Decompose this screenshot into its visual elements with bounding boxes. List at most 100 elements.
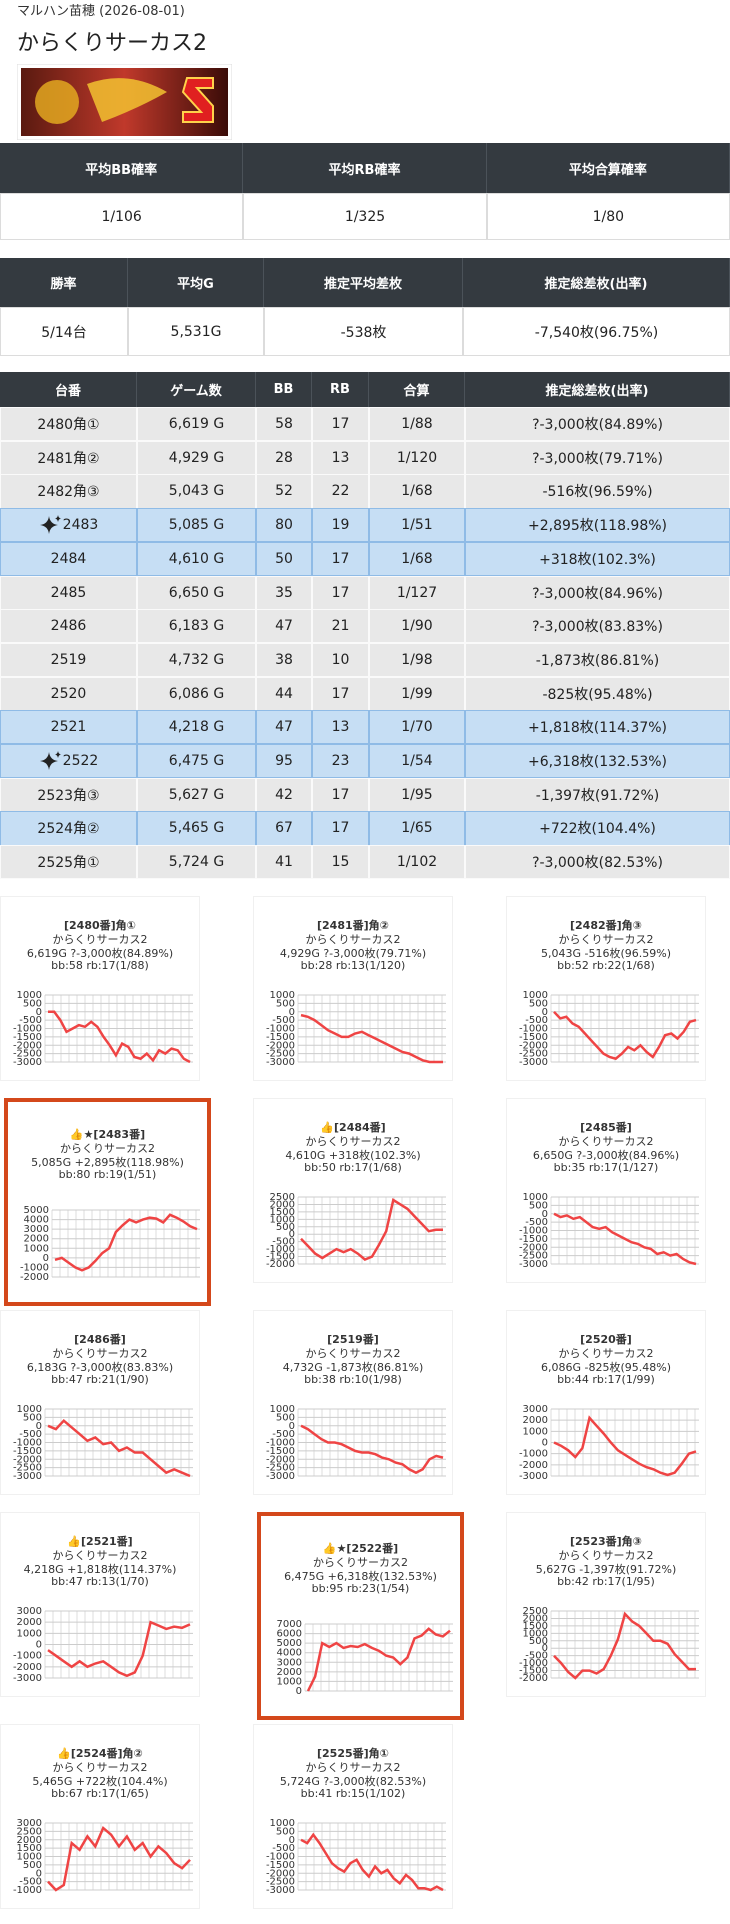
y-tick-label: 3000 [277,1657,302,1668]
chart-text: からくりサーカス2 [52,1347,148,1360]
chart-text: 5,724G ?-3,000枚(82.53%) [279,1775,427,1788]
chart-card: [2482番]角③ からくりサーカス2 5,043G -516枚(96.59%) bb… [506,896,706,1081]
y-tick-label: -2000 [266,1259,295,1270]
table-cell: 41 [256,845,312,880]
chart-text: 5,043G -516枚(96.59%) [540,947,671,960]
y-tick-label: -1000 [13,1438,42,1449]
y-tick-label: 0 [43,1253,49,1264]
cell-text: 44 [275,685,293,702]
chart-text: からくりサーカス2 [558,933,654,946]
y-tick-label: -1500 [519,1666,548,1677]
y-tick-label: 3000 [523,1404,548,1415]
table-cell: 2483 [0,508,137,543]
cell-text: 2485 [50,584,87,601]
y-tick-label: 2500 [270,1192,295,1203]
cell-text: 2484 [50,550,87,567]
y-tick-label: -2000 [13,1454,42,1465]
chart-text: からくりサーカス2 [305,1761,401,1774]
table-header: RB [312,372,369,407]
cell-text: 2523角③ [37,787,100,804]
y-tick-label: 6000 [277,1629,302,1640]
y-tick-label: 500 [276,1222,295,1233]
chart-card: [2525番]角① からくりサーカス2 5,724G ?-3,000枚(82.53%… [253,1724,453,1909]
cell-text: 6,619 G [168,416,225,433]
cell-text: 2521 [50,719,87,736]
table-cell: 1/88 [369,407,465,442]
y-tick-label: -2000 [519,1673,548,1684]
table-cell: 5,627 G [137,777,256,812]
cell-text: 1/127 [396,584,438,601]
table-cell: 5,043 G [137,474,256,509]
y-tick-label: -2000 [266,1040,295,1051]
table-cell: 10 [312,642,369,678]
chart-text: 6,619G ?-3,000枚(84.89%) [26,947,174,960]
line-series [300,1013,443,1064]
table-cell: 4,218 G [137,710,256,745]
y-tick-label: -2000 [266,1868,295,1879]
cell-text: 1/102 [396,854,438,871]
y-tick-label: -500 [525,1015,548,1026]
y-tick-label: 1000 [17,1852,42,1863]
summary-value: 1/106 [0,193,244,240]
chart-text: bb:52 rb:22(1/68) [557,959,655,972]
chart-text: 👍[2521番] [67,1535,133,1548]
chart-card: 👍★[2522番] からくりサーカス2 6,475G +6,318枚(132.53%… [257,1512,464,1720]
y-tick-label: 3000 [24,1224,49,1235]
y-tick-label: -2500 [519,1251,548,1262]
table-cell: 2520 [0,676,137,711]
cell-text: -516枚(96.59%) [542,484,653,501]
table-cell: 1/70 [369,710,465,745]
y-tick-label: 1000 [17,990,42,1001]
summary-header: 勝率 [0,258,128,307]
sparkle-icon [39,751,61,771]
y-tick-label: 1000 [277,1676,302,1687]
summary-header: 推定平均差枚 [264,258,463,307]
table-cell: 2484 [0,541,137,576]
y-tick-label: 0 [289,1835,295,1846]
y-tick-label: -1000 [20,1262,49,1273]
y-tick-label: 1000 [523,1426,548,1437]
line-series [553,1010,697,1061]
cell-text: 67 [275,820,293,837]
cell-text: 21 [331,618,350,635]
cell-text: 4,218 G [168,719,225,736]
y-tick-label: 0 [36,1421,42,1432]
chart-text: 4,732G -1,873枚(86.81%) [282,1361,424,1374]
y-tick-label: -500 [19,1429,42,1440]
chart-card: 👍[2521番] からくりサーカス2 4,218G +1,818枚(114.37%)… [0,1512,200,1697]
y-tick-label: -2500 [519,1049,548,1060]
cell-text: 2480角① [37,417,100,434]
table-cell: 17 [312,811,369,846]
table-header: 合算 [369,372,465,407]
line-series [553,1212,697,1266]
y-tick-label: 1000 [523,990,548,1001]
y-tick-label: 500 [529,1636,548,1647]
y-tick-label: 500 [529,1200,548,1211]
table-cell: 4,929 G [137,440,256,475]
cell-text: 2482角③ [37,484,100,501]
y-tick-label: -1000 [519,1226,548,1237]
table-cell: 1/90 [369,609,465,644]
cell-text: +722枚(104.4%) [539,821,656,838]
table-cell: 44 [256,676,312,711]
cell-text: 38 [275,651,293,668]
y-tick-label: -1000 [519,1449,548,1460]
cell-text: 50 [275,550,293,567]
table-cell: 95 [256,744,312,779]
cell-text: 17 [331,786,350,803]
table-cell: 2523角③ [0,777,137,812]
table-cell: 17 [312,407,369,442]
y-tick-label: -2000 [519,1460,548,1471]
table-cell: ?-3,000枚(84.96%) [465,575,730,610]
summary-value: 1/80 [486,193,730,240]
y-tick-label: 0 [542,1209,548,1220]
y-tick-label: 2000 [24,1234,49,1245]
y-tick-label: 500 [23,1412,42,1423]
cell-text: +2,895枚(118.98%) [527,518,668,535]
cell-text: ?-3,000枚(84.89%) [532,417,663,434]
y-tick-label: 500 [276,1826,295,1837]
